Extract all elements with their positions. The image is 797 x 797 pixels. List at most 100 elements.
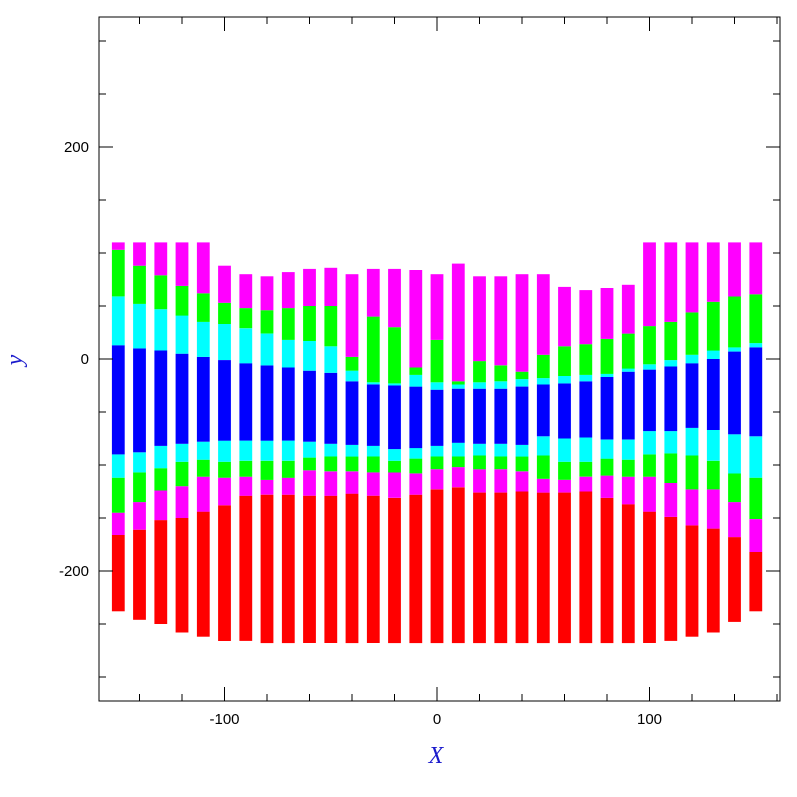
bar-segment	[260, 440, 274, 461]
bar-segment	[133, 242, 146, 266]
bar-segment	[281, 272, 295, 309]
bar-segment	[579, 491, 593, 644]
bar-segment	[515, 379, 529, 387]
bar-segment	[558, 492, 571, 644]
bar-segment	[345, 356, 359, 371]
bar-segment	[515, 456, 529, 472]
bar-segment	[388, 460, 401, 473]
bar-segment	[536, 478, 550, 493]
bar-segment	[579, 290, 593, 345]
bar-segment	[196, 459, 210, 477]
bar-segment	[621, 284, 635, 334]
bar-segment	[494, 456, 508, 470]
bar-segment	[558, 376, 571, 384]
bar-segment	[218, 302, 231, 324]
bar-segment	[303, 470, 316, 496]
bar-segment	[303, 441, 316, 458]
bar-segment	[749, 436, 763, 478]
bar-segment	[728, 473, 741, 503]
bar-segment	[175, 315, 189, 354]
bar-segment	[494, 381, 508, 389]
bar-segment	[685, 242, 699, 313]
bar-segment	[600, 439, 614, 459]
bar-segment	[196, 293, 210, 322]
bar-segment	[558, 286, 571, 347]
bar-segment	[409, 374, 423, 387]
bar-segment	[218, 440, 231, 462]
bar-segment	[260, 479, 274, 495]
bar-segment	[366, 495, 380, 643]
bar-segment	[664, 431, 678, 454]
bar-segment	[473, 382, 486, 389]
bar-segment	[621, 459, 635, 477]
bar-segment	[473, 469, 486, 493]
bar-segment	[558, 346, 571, 376]
bar-segment	[218, 324, 231, 360]
bar-segment	[749, 477, 763, 519]
bar-segment	[345, 274, 359, 357]
bar-segment	[324, 267, 338, 306]
bar-segment	[451, 263, 465, 382]
bar-segment	[430, 382, 444, 390]
bar-segment	[430, 389, 444, 446]
bar-segment	[366, 445, 380, 457]
bar-segment	[473, 443, 486, 456]
bar-segment	[600, 497, 614, 644]
bar-segment	[749, 343, 763, 348]
y-axis-title: y	[2, 354, 28, 367]
bar-segment	[685, 354, 699, 364]
bar-segment	[196, 321, 210, 357]
bar-segment	[281, 339, 295, 368]
bar-segment	[281, 477, 295, 495]
bar-segment	[749, 347, 763, 437]
bar-segment	[303, 341, 316, 371]
bar-segment	[196, 441, 210, 460]
bar-segment	[558, 461, 571, 480]
bar-segment	[111, 535, 125, 612]
bar-segment	[664, 360, 678, 367]
bar-segment	[643, 431, 656, 455]
bar-segment	[664, 321, 678, 361]
bar-segment	[494, 365, 508, 382]
bar-segment	[451, 381, 465, 385]
bar-segment	[260, 310, 274, 334]
bar-segment	[409, 473, 423, 495]
bar-segment	[345, 444, 359, 457]
bar-segment	[536, 274, 550, 355]
bar-segment	[706, 489, 720, 529]
bar-segment	[409, 367, 423, 375]
bar-segment	[664, 483, 678, 517]
bar-segment	[133, 502, 146, 530]
bar-segment	[728, 347, 741, 352]
bar-segment	[409, 458, 423, 474]
bar-segment	[154, 350, 168, 446]
bar-segment	[685, 363, 699, 428]
bar-segment	[706, 359, 720, 430]
bar-segment	[324, 443, 338, 457]
bar-segment	[345, 471, 359, 494]
bar-segment	[600, 288, 614, 339]
bar-segment	[133, 348, 146, 453]
bar-segment	[154, 275, 168, 310]
bar-segment	[133, 472, 146, 503]
bar-segment	[260, 460, 274, 480]
bar-segment	[558, 383, 571, 439]
bar-segment	[239, 440, 253, 461]
bar-segment	[324, 346, 338, 373]
bar-segment	[536, 384, 550, 437]
bar-segment	[239, 328, 253, 364]
bar-segment	[579, 476, 593, 492]
bar-segment	[664, 366, 678, 432]
bar-segment	[706, 350, 720, 359]
bar-segment	[260, 276, 274, 311]
x-tick-label: -100	[209, 711, 239, 728]
bar-segment	[664, 516, 678, 641]
bar-segment	[196, 356, 210, 442]
bar-segment	[260, 365, 274, 441]
x-tick-label: 0	[433, 711, 441, 728]
bar-segment	[409, 494, 423, 644]
bar-segment	[366, 472, 380, 496]
bar-segment	[281, 308, 295, 340]
bar-segment	[621, 476, 635, 505]
axis-ticks	[99, 17, 780, 701]
